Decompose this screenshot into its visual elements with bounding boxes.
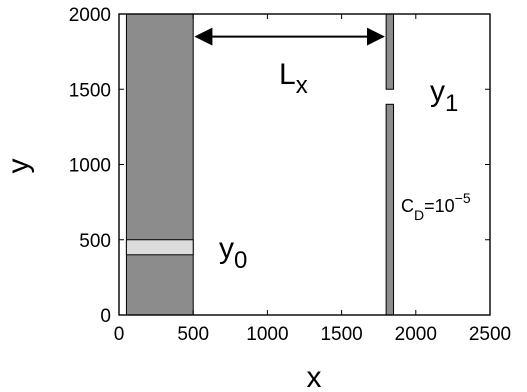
y-tick-label: 500 (79, 231, 111, 252)
x-axis-label: x (307, 361, 322, 392)
ticks-layer: 0 500 1000 1500 2000 2500 0 500 1000 1500 2000 (69, 5, 511, 345)
x-tick-label: 1000 (246, 324, 288, 345)
x-tick-label: 1500 (320, 324, 362, 345)
x-tick-label: 0 (114, 324, 125, 345)
y-tick-label: 2000 (69, 5, 111, 26)
region-barrier-upper (385, 13, 395, 90)
region-y0-band (125, 239, 194, 256)
y-tick-label: 1500 (69, 80, 111, 101)
y-axis-label: y (2, 159, 35, 174)
x-tick-label: 500 (177, 324, 209, 345)
lx-label: Lx (279, 58, 308, 99)
y-tick-label: 0 (100, 306, 111, 327)
x-tick-label: 2500 (469, 324, 511, 345)
y1-label: y1 (430, 75, 458, 117)
cd-label: CD=10−5 (401, 190, 471, 223)
regions-layer (125, 13, 395, 316)
region-left-block (125, 13, 194, 316)
region-barrier-lower (385, 103, 395, 316)
x-tick-label: 2000 (395, 324, 437, 345)
y0-label: y0 (219, 232, 247, 274)
y-tick-label: 1000 (69, 156, 111, 177)
